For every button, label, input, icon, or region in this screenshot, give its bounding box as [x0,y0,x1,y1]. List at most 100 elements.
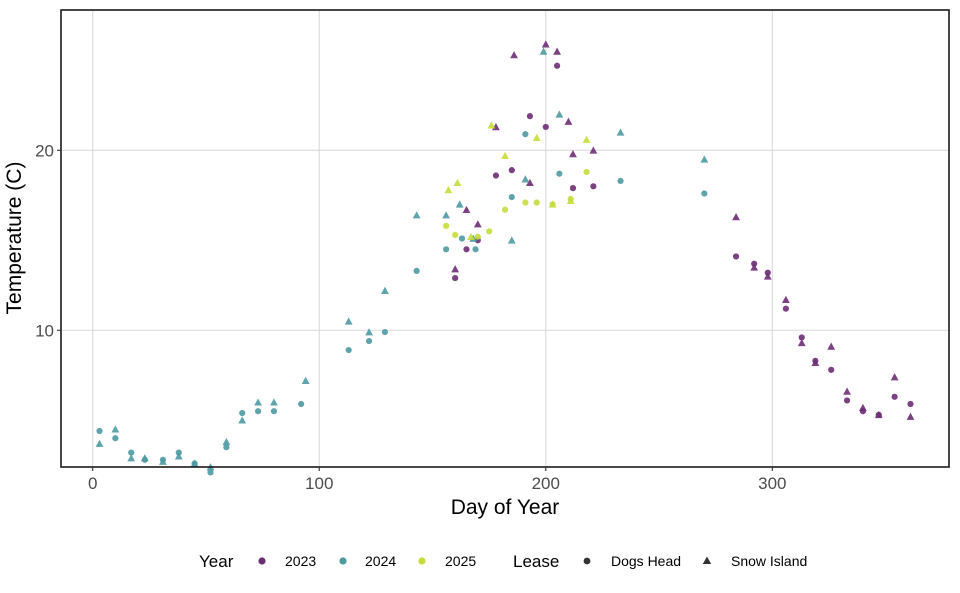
x-tick-label: 100 [305,474,333,493]
data-point-snow-island-2023 [569,150,577,158]
y-axis-title: Temperature (C) [3,162,26,315]
legend-label-2024: 2024 [365,553,396,569]
data-point-snow-island-2023 [462,205,471,214]
data-point-snow-island-2025 [487,121,496,129]
data-point-dogs-head-2024 [298,400,305,408]
data-point-snow-island-2023 [750,263,759,271]
data-point-dogs-head-2025 [501,206,509,213]
data-point-snow-island-2024 [190,459,199,467]
data-point-dogs-head-2023 [463,246,470,253]
y-axis: 10 20 [35,141,61,340]
data-point-dogs-head-2024 [365,337,373,345]
data-point-dogs-head-2025 [533,199,540,206]
data-point-snow-island-2025 [532,133,541,142]
data-point-snow-island-2024 [222,437,231,446]
data-point-dogs-head-2023 [526,113,534,120]
data-point-snow-island-2025 [453,178,462,187]
data-point-snow-island-2024 [442,211,451,219]
data-point-dogs-head-2023 [492,172,500,179]
data-point-dogs-head-2024 [381,328,389,336]
data-point-snow-island-2024 [238,416,247,424]
data-point-snow-island-2024 [539,47,548,55]
data-point-snow-island-2024 [412,211,421,219]
legend-title-lease: Lease [513,552,559,571]
data-point-snow-island-2023 [553,47,562,55]
data-point-snow-island-2024 [95,439,104,447]
data-point-snow-island-2024 [111,425,120,433]
data-point-dogs-head-2023 [590,183,597,190]
data-point-snow-island-2023 [526,178,534,187]
data-point-dogs-head-2024 [345,346,352,354]
data-point-snow-island-2023 [827,342,836,350]
data-point-snow-island-2025 [582,135,591,143]
data-point-snow-island-2023 [843,387,851,395]
data-point-snow-island-2024 [507,236,516,244]
data-point-snow-island-2024 [270,398,278,406]
data-point-dogs-head-2024 [443,246,450,253]
data-point-snow-island-2023 [797,338,806,347]
data-point-dogs-head-2025 [522,199,529,206]
data-point-dogs-head-2023 [907,400,914,408]
plot-panel [61,10,949,467]
data-point-dogs-head-2024 [617,177,624,185]
data-point-dogs-head-2025 [452,231,459,239]
data-point-snow-island-2024 [455,200,464,208]
data-point-snow-island-2025 [566,196,575,205]
data-point-dogs-head-2024 [508,194,515,201]
data-point-dogs-head-2024 [270,408,278,415]
data-point-snow-island-2023 [890,373,899,381]
data-point-snow-island-2023 [732,213,740,221]
x-axis: 0 100 200 300 [88,467,786,493]
data-point-snow-island-2025 [548,200,557,208]
data-point-snow-island-2023 [874,410,883,419]
legend-key-2024 [339,557,347,565]
legend-title-year: Year [199,552,234,571]
data-point-snow-island-2023 [763,272,772,280]
y-tick-label: 20 [35,141,54,160]
data-point-snow-island-2024 [301,376,310,384]
data-point-snow-island-2024 [254,398,262,406]
data-point-dogs-head-2023 [843,397,851,404]
data-point-snow-island-2023 [564,117,573,125]
data-point-dogs-head-2024 [522,131,529,138]
data-point-snow-island-2023 [859,403,867,411]
data-point-dogs-head-2025 [474,233,481,240]
data-point-dogs-head-2024 [128,449,135,456]
legend-key-2025 [418,557,426,565]
data-point-dogs-head-2023 [798,334,805,341]
data-point-snow-island-2023 [451,265,460,273]
y-tick-label: 10 [35,321,54,340]
data-point-dogs-head-2024 [112,435,119,442]
data-point-snow-island-2024 [616,128,625,136]
data-point-dogs-head-2024 [701,190,708,197]
data-point-snow-island-2025 [444,186,453,194]
x-tick-label: 300 [758,474,786,493]
plot-border [60,9,950,468]
data-point-dogs-head-2024 [472,246,479,253]
data-point-dogs-head-2025 [486,228,493,235]
data-point-snow-island-2024 [381,286,389,294]
legend-label-2025: 2025 [445,553,476,569]
legend-label-dogs-head: Dogs Head [611,553,681,569]
data-point-snow-island-2023 [510,51,518,59]
legend-key-dogs-head [583,557,591,565]
data-point-dogs-head-2025 [443,222,450,230]
data-point-dogs-head-2023 [542,123,549,131]
grid-lines [61,10,949,467]
data-point-dogs-head-2024 [556,170,563,177]
data-point-snow-island-2024 [159,457,167,465]
data-point-dogs-head-2023 [828,366,835,373]
data-point-dogs-head-2024 [207,469,214,476]
x-tick-label: 0 [88,474,97,493]
data-point-dogs-head-2024 [413,267,420,274]
data-point-snow-island-2024 [700,155,709,163]
data-point-snow-island-2023 [811,358,820,366]
data-point-dogs-head-2023 [452,274,459,282]
data-point-dogs-head-2024 [458,235,466,242]
data-point-snow-island-2024 [344,317,353,325]
legend-key-2023 [258,557,266,565]
data-point-snow-island-2024 [174,452,183,460]
data-points [95,40,915,476]
legend-label-2023: 2023 [285,553,316,569]
